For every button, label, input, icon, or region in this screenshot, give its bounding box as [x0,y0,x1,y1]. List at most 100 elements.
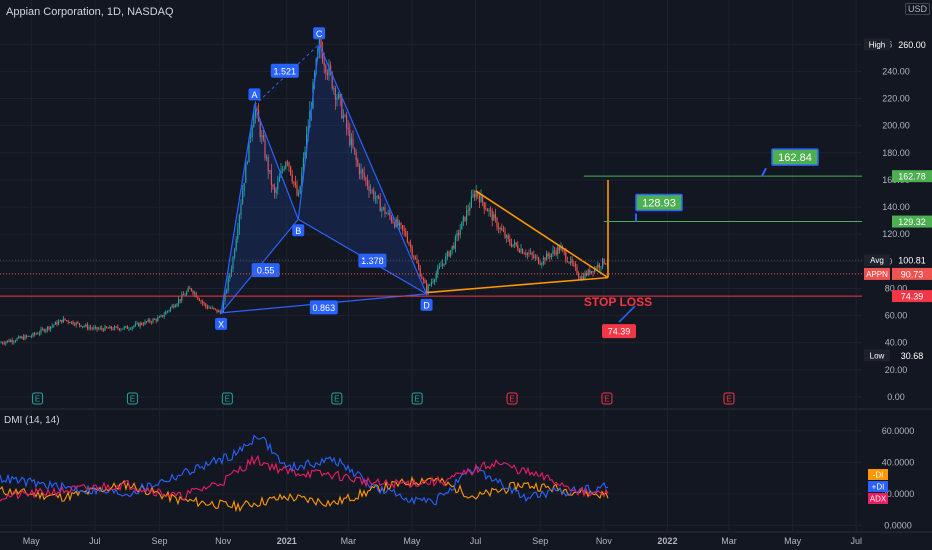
x-tick-label: 2021 [277,536,297,546]
candle-body [426,283,428,293]
candle-body [411,247,413,256]
candle-body [176,303,178,306]
pattern-ratio-badge [270,63,299,78]
candle-body [410,244,412,248]
candle-body [165,311,167,315]
candle-body [360,169,362,174]
candle-body [24,335,26,340]
candle-body [589,269,591,274]
candle-body [334,88,336,100]
y-tick-label: 40.00 [885,338,908,348]
candle-body [158,316,160,318]
pattern-point-label: D [423,300,430,310]
candle-body [443,263,445,265]
candle-body [112,328,114,330]
candle-body [440,265,442,267]
candle-body [98,328,100,330]
candle-body [544,257,546,261]
stop-loss-value: 74.39 [608,327,631,337]
candle-body [277,181,279,190]
candle-body [75,322,77,326]
candle-body [250,136,252,138]
candle-body [520,249,522,253]
y-tick-label: 0.00 [887,392,905,402]
axis-badge-value: 129.32 [898,217,926,227]
target-badge [635,193,683,212]
candle-body [523,253,525,255]
candle-body [64,318,66,321]
candle-body [224,292,226,302]
earnings-marker [723,392,735,405]
candle-body [13,341,15,343]
candle-body [450,250,452,257]
candle-body [387,212,389,214]
candle-body [461,221,463,230]
candle-body [189,288,191,290]
candle-body [27,335,29,337]
candle-body [254,108,256,117]
candle-body [386,213,388,215]
candle-body [539,263,541,265]
candle-body [318,38,320,49]
candle-body [603,258,605,264]
candle-body [293,181,295,183]
candle-body [453,245,455,249]
candle-body [157,317,159,321]
candle-body [83,326,85,327]
candle-body [59,319,61,322]
candle-body [418,263,420,268]
candle-body [155,319,157,321]
candle-body [154,319,156,320]
candle-body [134,323,136,326]
axis-badge-value: 162.78 [898,172,926,182]
stop-loss-text: STOP LOSS [584,295,652,309]
currency-label[interactable]: USD [905,3,931,15]
candle-body [507,235,509,239]
candle-body [21,336,23,339]
stop-loss-badge [602,324,636,339]
candle-body [298,193,300,196]
candle-body [11,340,13,343]
candle-body [138,323,140,327]
candle-body [133,325,135,328]
candle-body [493,214,495,221]
pattern-point-badge [248,88,261,101]
candle-body [269,170,271,172]
candle-body [538,257,540,264]
candle-body [123,326,125,329]
candle-body [218,310,220,313]
dmi-last-badge [868,493,888,504]
candle-body [122,328,124,330]
candle-body [437,268,439,275]
candle-body [549,256,551,258]
candle-body [54,322,56,325]
candle-body [558,246,560,251]
candle-body [110,326,112,329]
candle-body [42,329,44,330]
candle-body [333,88,335,90]
candle-body [117,326,119,329]
candle-body [216,309,218,313]
dmi-indicator-title[interactable]: DMI (14, 14) [4,415,60,426]
earnings-marker [221,392,233,405]
stop-loss-callout-line [618,305,636,323]
candle-body [322,50,324,63]
candle-body [246,162,248,163]
candle-body [488,209,490,212]
x-tick-label: Jul [470,536,482,546]
candle-body [331,72,333,89]
candle-body [490,209,492,211]
candle-body [554,250,556,252]
candle-body [48,326,50,330]
pattern-ratio-label: 0.55 [257,266,275,276]
earnings-marker-glyph: E [35,395,40,404]
dmi-y-tick-label: 60.0000 [882,426,915,436]
candle-body [74,324,76,326]
candle-body [90,327,92,329]
candle-body [374,198,376,199]
candle-body [171,305,173,308]
candle-body [163,314,165,317]
axis-badge-value-bg [892,349,932,362]
candle-body [0,342,2,344]
